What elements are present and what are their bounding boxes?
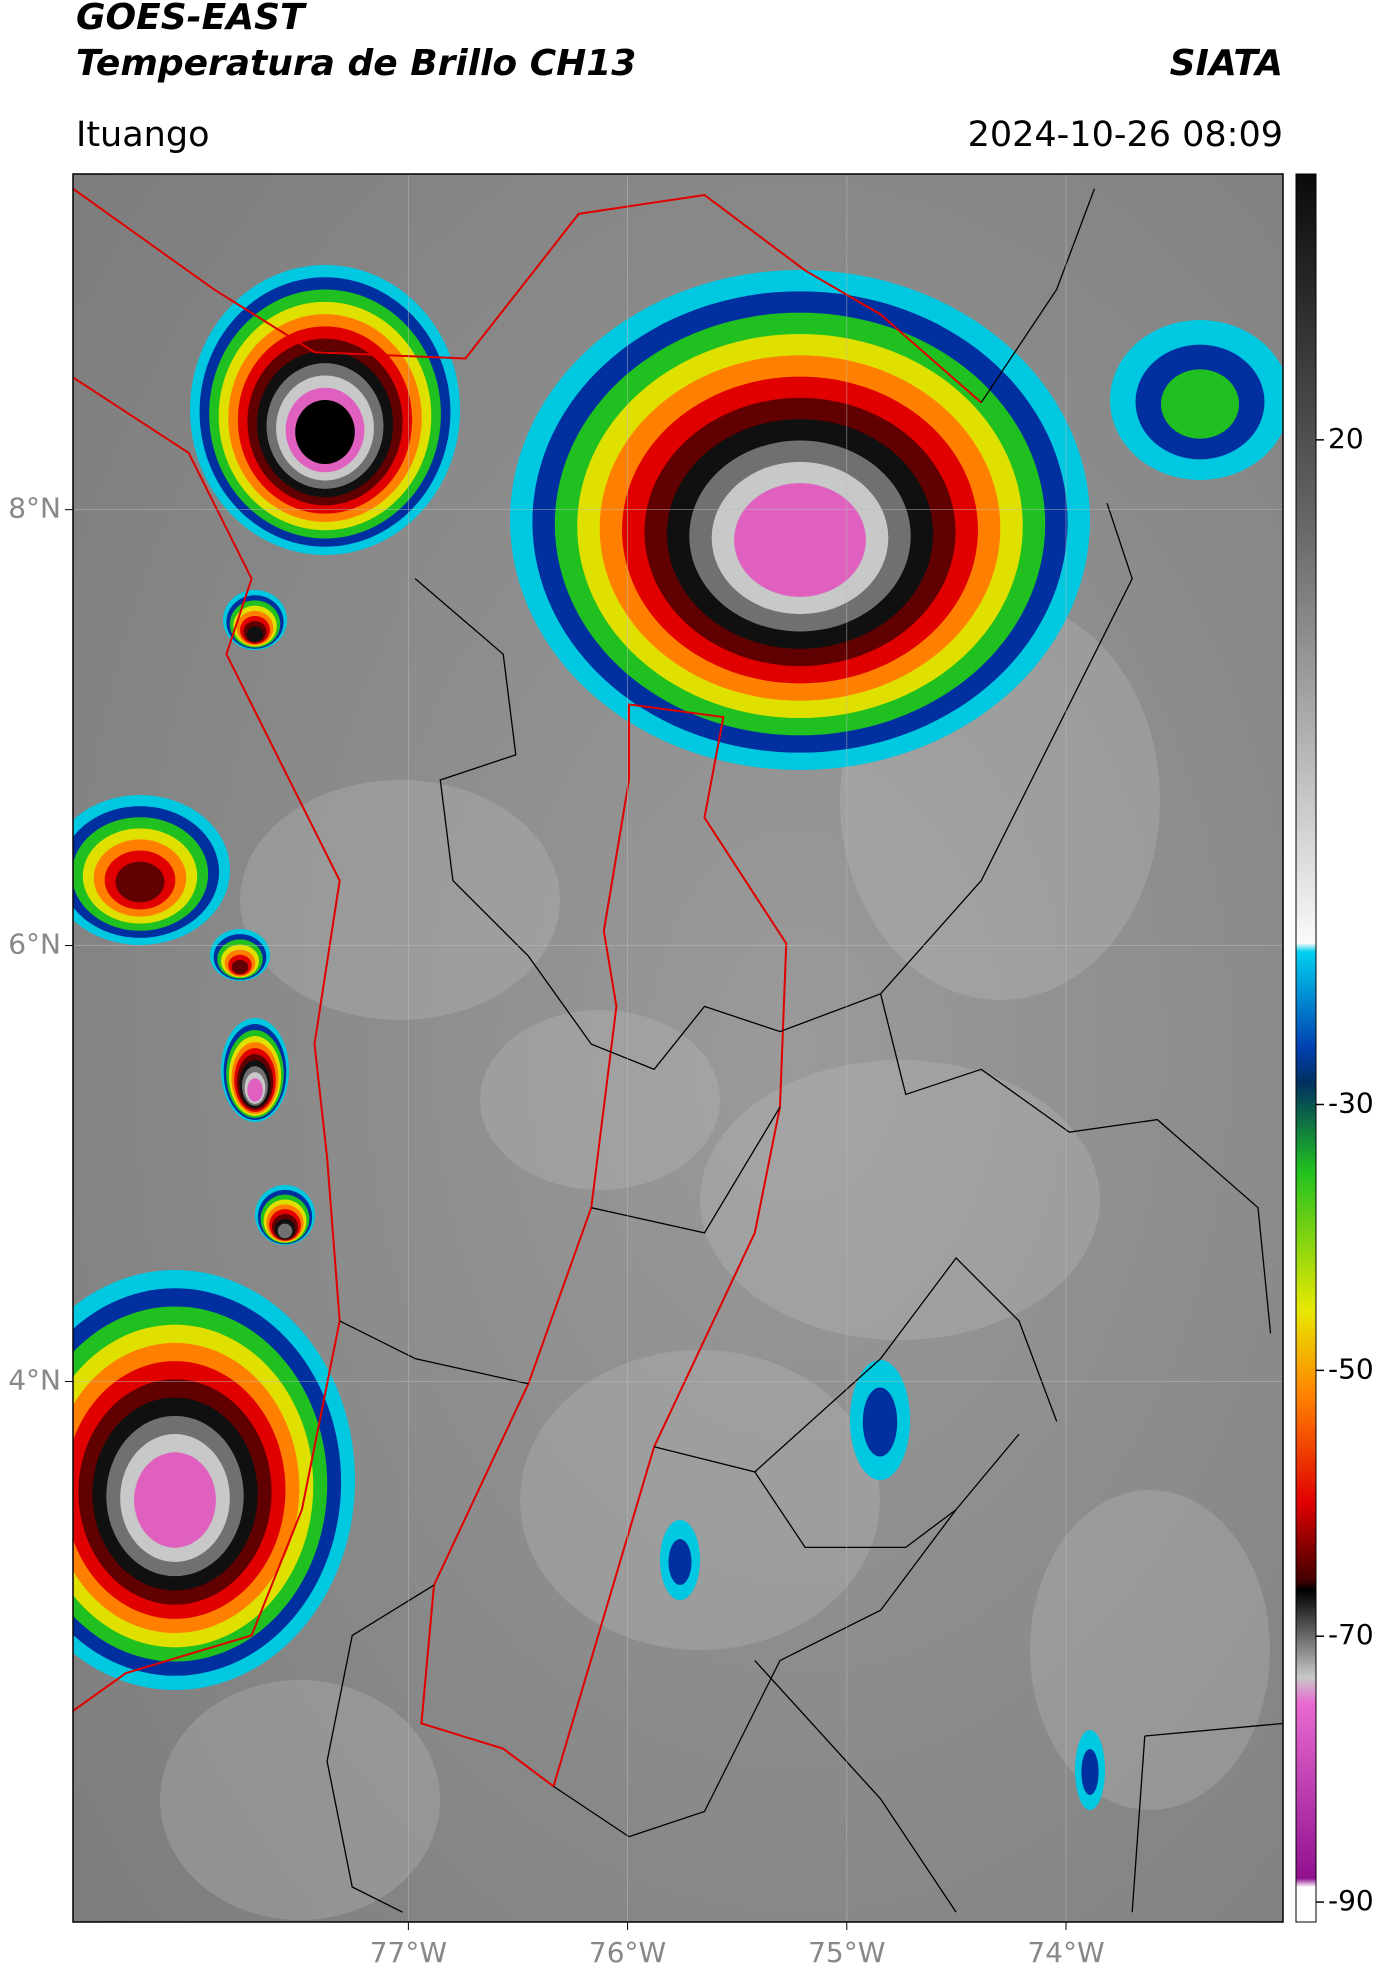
x-tick-label: 77°W — [370, 1936, 447, 1969]
cloud-texture — [520, 1350, 880, 1650]
storm-layer — [734, 483, 866, 597]
storm-layer — [247, 1078, 263, 1102]
title: GOES-EAST — [76, 0, 307, 38]
storm-layer — [231, 959, 249, 975]
x-tick-label: 74°W — [1027, 1936, 1104, 1969]
cloud-texture — [480, 1010, 720, 1190]
admin-border — [754, 1660, 957, 1913]
colorbar-tick-label: -90 — [1328, 1884, 1374, 1917]
admin-border — [754, 1471, 957, 1548]
admin-border — [1081, 502, 1133, 680]
admin-border — [654, 1257, 1058, 1473]
coast-line — [73, 187, 982, 404]
colorbar-tick-label: -70 — [1328, 1618, 1374, 1651]
colorbar — [1295, 173, 1317, 1923]
storm-layer — [277, 1223, 293, 1239]
region-border — [420, 703, 788, 1789]
brand: SIATA — [1170, 43, 1283, 84]
storm-layer — [668, 1539, 692, 1585]
y-tick-label: 8°N — [8, 492, 61, 525]
admin-border — [339, 1320, 529, 1385]
y-tick-label: 4°N — [8, 1363, 61, 1396]
storm-layer — [1161, 369, 1239, 439]
colorbar-tick-label: 20 — [1328, 422, 1364, 455]
map — [73, 174, 1283, 1922]
datetime: 2024-10-26 08:09 — [968, 115, 1283, 155]
map-frame — [72, 173, 1284, 1923]
storm-layer — [1081, 1749, 1099, 1795]
admin-border — [879, 993, 1272, 1334]
storm-layer — [295, 399, 355, 465]
coast-line — [73, 376, 341, 1712]
storm-layer — [134, 1452, 216, 1548]
admin-border — [980, 188, 1096, 403]
x-tick-label: 76°W — [589, 1936, 666, 1969]
admin-border — [1131, 1735, 1146, 1913]
cloud-texture — [700, 1060, 1100, 1340]
admin-border — [591, 1106, 781, 1234]
storm-layer — [862, 1387, 898, 1457]
y-tick-label: 6°N — [8, 928, 61, 961]
location: Ituango — [76, 115, 210, 155]
colorbar-tick-label: -50 — [1328, 1352, 1374, 1385]
cloud-texture — [240, 780, 560, 1020]
x-tick-label: 75°W — [808, 1936, 885, 1969]
cloud-texture — [160, 1680, 440, 1920]
colorbar-tick-label: -30 — [1328, 1086, 1374, 1119]
subtitle: Temperatura de Brillo CH13 — [76, 43, 636, 84]
storm-layer — [115, 861, 165, 903]
admin-border — [1144, 1722, 1283, 1737]
admin-border — [326, 1584, 435, 1913]
storm-layer — [246, 626, 264, 642]
